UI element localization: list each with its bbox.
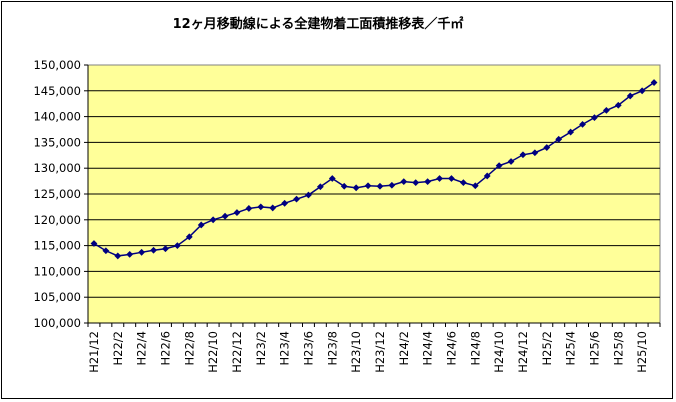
data-point: [269, 204, 277, 212]
data-point: [579, 120, 586, 128]
x-tick-label: H23/8: [325, 331, 339, 365]
data-point: [543, 144, 551, 151]
x-tick-label: H22/6: [158, 331, 172, 365]
y-tick-label: 110,000: [33, 264, 81, 278]
data-point: [567, 128, 575, 136]
data-point: [305, 191, 312, 199]
y-tick-label: 120,000: [33, 213, 81, 227]
x-axis: H21/12 H22/2 H22/4 H22/6 H22/8 H22/10 H22/12 H2…: [87, 322, 661, 373]
data-point: [400, 178, 408, 186]
data-point: [328, 175, 336, 182]
x-tick-label: H23/2: [254, 331, 268, 365]
x-tick-label: H24/10: [492, 331, 506, 373]
x-tick-label: H25/4: [564, 331, 578, 365]
data-point: [519, 151, 527, 159]
x-tick-label: H22/8: [182, 331, 196, 365]
data-point: [281, 199, 289, 207]
x-tick-label: H23/10: [349, 331, 363, 373]
data-point: [102, 247, 110, 255]
y-tick-label: 125,000: [33, 187, 81, 201]
data-point: [293, 195, 300, 203]
y-tick-label: 150,000: [33, 58, 81, 72]
data-point: [650, 79, 658, 86]
data-point: [448, 175, 455, 182]
x-tick-label: H22/12: [230, 331, 244, 373]
data-point: [221, 212, 229, 220]
data-point: [150, 246, 157, 254]
data-point: [483, 172, 491, 180]
data-point: [495, 162, 503, 170]
data-point: [340, 182, 348, 190]
y-tick-label: 135,000: [33, 135, 81, 149]
data-point: [316, 183, 324, 191]
data-point: [352, 184, 360, 192]
x-tick-label: H24/12: [516, 331, 530, 373]
data-point: [626, 92, 634, 100]
y-tick-label: 130,000: [33, 161, 81, 175]
x-tick-label: H24/4: [421, 331, 435, 365]
x-tick-label: H25/8: [611, 331, 625, 365]
series-layer: [90, 79, 658, 260]
y-tick-label: 100,000: [33, 316, 81, 330]
data-point: [602, 107, 610, 114]
x-tick-label: H25/10: [635, 331, 649, 373]
data-point: [507, 158, 515, 165]
y-tick-label: 115,000: [33, 239, 81, 253]
data-point: [471, 182, 479, 190]
data-point: [138, 248, 146, 256]
x-tick-label: H22/4: [135, 331, 149, 365]
y-tick-label: 145,000: [33, 84, 81, 98]
data-point: [555, 135, 563, 143]
data-point: [114, 252, 122, 260]
data-point: [209, 216, 217, 224]
y-axis: 100,000 105,000 110,000 115,000 120,000 125,0…: [33, 58, 89, 330]
x-tick-label: H24/6: [444, 331, 458, 365]
data-point: [162, 245, 169, 253]
data-point: [90, 240, 98, 247]
gridlines: [88, 90, 660, 298]
data-point: [531, 149, 539, 157]
data-point: [412, 179, 420, 187]
data-point: [614, 101, 622, 109]
data-point: [376, 182, 384, 190]
data-point: [126, 250, 134, 258]
x-tick-label: H22/2: [111, 331, 125, 365]
data-point: [591, 114, 598, 122]
x-tick-label: H23/6: [301, 331, 315, 365]
data-point: [638, 87, 646, 95]
x-tick-label: H23/12: [373, 331, 387, 373]
data-point: [436, 175, 443, 182]
data-point: [233, 209, 241, 216]
data-point: [245, 205, 253, 212]
data-point: [388, 181, 396, 189]
data-point: [197, 221, 205, 229]
data-point: [424, 178, 432, 186]
x-tick-label: H24/2: [397, 331, 411, 365]
chart-title: 12ヶ月移動線による全建物着工面積推移表／千㎡: [173, 16, 464, 32]
data-point: [364, 182, 372, 190]
x-tick-label: H25/6: [587, 331, 601, 365]
y-tick-label: 105,000: [33, 290, 81, 304]
x-tick-label: H25/2: [540, 331, 554, 365]
data-point: [185, 233, 193, 241]
x-tick-label: H24/8: [468, 331, 482, 365]
data-point: [173, 242, 181, 249]
x-tick-label: H21/12: [87, 331, 101, 373]
x-tick-label: H22/10: [206, 331, 220, 373]
data-point: [459, 179, 467, 187]
data-point: [257, 203, 265, 211]
y-tick-label: 140,000: [33, 110, 81, 124]
x-tick-label: H23/4: [278, 331, 292, 365]
